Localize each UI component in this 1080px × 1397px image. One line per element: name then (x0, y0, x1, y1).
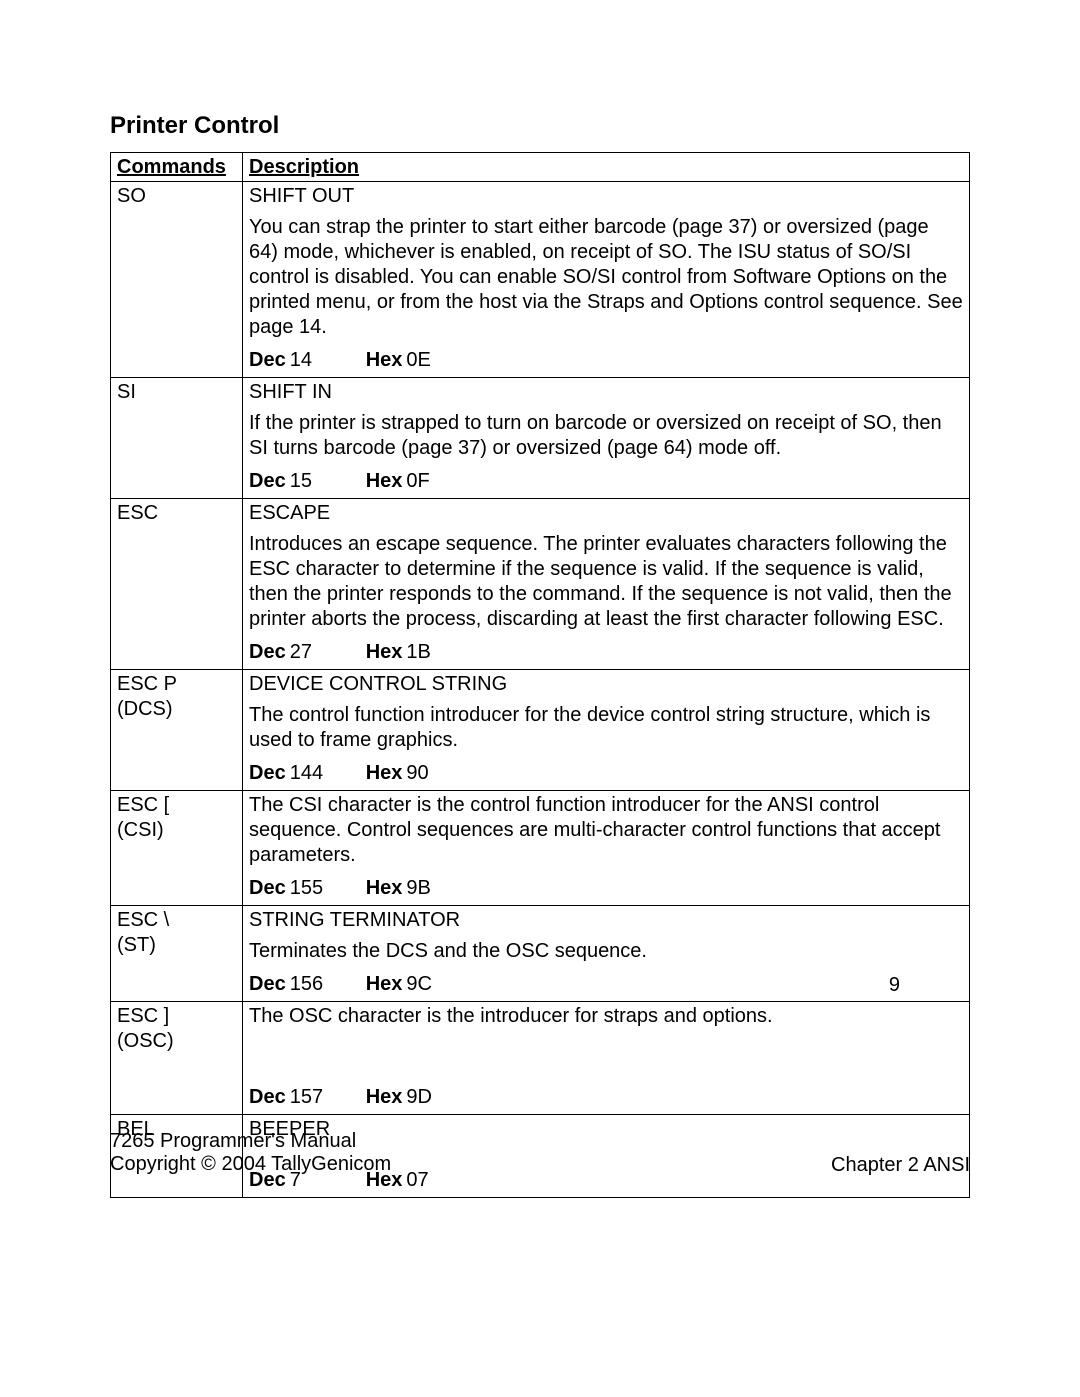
dec-label: Dec (249, 1086, 286, 1108)
hex-label: Hex (366, 877, 403, 899)
dec-hex-line: Dec157 Hex9D (249, 1085, 963, 1110)
description-cell: STRING TERMINATOR Terminates the DCS and … (243, 906, 970, 1002)
command-text: ESC ] (117, 1004, 236, 1029)
command-text: SO (117, 184, 236, 209)
command-cell: ESC (111, 499, 243, 670)
description-title: ESCAPE (249, 501, 963, 526)
description-body: Terminates the DCS and the OSC sequence. (249, 939, 963, 964)
description-body: If the printer is strapped to turn on ba… (249, 411, 963, 461)
table-row: ESC P(DCS)DEVICE CONTROL STRINGThe contr… (111, 670, 970, 791)
hex-value: 9D (406, 1086, 432, 1108)
table-header-row: Commands Description (111, 153, 970, 182)
command-text: SI (117, 380, 236, 405)
dec-label: Dec (249, 762, 286, 784)
page-number: 9 (889, 974, 900, 997)
hex-label: Hex (366, 973, 403, 995)
description-cell: SHIFT IN If the printer is strapped to tu… (243, 378, 970, 499)
command-text: (CSI) (117, 818, 236, 843)
header-commands: Commands (111, 153, 243, 182)
hex-label: Hex (366, 349, 403, 371)
description-body: You can strap the printer to start eithe… (249, 215, 963, 340)
dec-label: Dec (249, 877, 286, 899)
hex-label: Hex (366, 762, 403, 784)
command-text: ESC \ (117, 908, 236, 933)
page: Printer Control Commands Description SOS… (0, 0, 1080, 1397)
dec-hex-line: Dec144 Hex90 (249, 761, 963, 786)
hex-label: Hex (366, 641, 403, 663)
printer-control-table: Commands Description SO SHIFT OUT You can … (110, 152, 970, 1198)
description-cell: SHIFT OUT You can strap the printer to st… (243, 182, 970, 378)
description-body: The CSI character is the control functio… (249, 793, 963, 868)
dec-hex-line: Dec14 Hex0E (249, 348, 963, 373)
description-title: SHIFT IN (249, 380, 963, 405)
description-cell: DEVICE CONTROL STRING The control functio… (243, 670, 970, 791)
table-row: ESC \(ST)STRING TERMINATORTerminates the… (111, 906, 970, 1002)
table-row: ESC ESCAPE Introduces an escape sequence. … (111, 499, 970, 670)
description-cell: ESCAPE Introduces an escape sequence. The… (243, 499, 970, 670)
command-cell: SI (111, 378, 243, 499)
header-description: Description (243, 153, 970, 182)
hex-label: Hex (366, 1086, 403, 1108)
dec-label: Dec (249, 641, 286, 663)
footer: 7265 Programmer's Manual Copyright © 200… (110, 1130, 970, 1176)
dec-value: 15 (290, 469, 348, 494)
table-row: ESC [(CSI)The CSI character is the contr… (111, 791, 970, 906)
description-title: SHIFT OUT (249, 184, 963, 209)
command-cell: ESC P(DCS) (111, 670, 243, 791)
hex-label: Hex (366, 470, 403, 492)
hex-value: 9B (406, 877, 430, 899)
dec-hex-line: Dec155 Hex9B (249, 876, 963, 901)
command-text: ESC [ (117, 793, 236, 818)
dec-value: 144 (290, 761, 348, 786)
description-title: DEVICE CONTROL STRING (249, 672, 963, 697)
dec-value: 27 (290, 640, 348, 665)
command-text: ESC (117, 501, 236, 526)
command-text: ESC P (117, 672, 236, 697)
description-body: Introduces an escape sequence. The print… (249, 532, 963, 632)
hex-value: 1B (406, 641, 430, 663)
table-row: SO SHIFT OUT You can strap the printer to … (111, 182, 970, 378)
description-cell: The OSC character is the introducer for … (243, 1002, 970, 1115)
dec-value: 157 (290, 1085, 348, 1110)
dec-hex-line: Dec27 Hex1B (249, 640, 963, 665)
command-text: (OSC) (117, 1029, 236, 1054)
command-cell: ESC [(CSI) (111, 791, 243, 906)
footer-manual: 7265 Programmer's Manual (110, 1130, 970, 1153)
dec-hex-line: Dec15 Hex0F (249, 469, 963, 494)
dec-value: 156 (290, 972, 348, 997)
command-cell: ESC \(ST) (111, 906, 243, 1002)
command-cell: ESC ](OSC) (111, 1002, 243, 1115)
description-title: STRING TERMINATOR (249, 908, 963, 933)
table-row: SI SHIFT IN If the printer is strapped to … (111, 378, 970, 499)
command-text: (DCS) (117, 697, 236, 722)
description-body: The control function introducer for the … (249, 703, 963, 753)
dec-hex-line: Dec156 Hex9C (249, 972, 963, 997)
dec-value: 14 (290, 348, 348, 373)
dec-label: Dec (249, 470, 286, 492)
description-cell: The CSI character is the control functio… (243, 791, 970, 906)
hex-value: 90 (406, 762, 428, 784)
command-cell: SO (111, 182, 243, 378)
dec-label: Dec (249, 973, 286, 995)
dec-label: Dec (249, 349, 286, 371)
hex-value: 0F (406, 470, 429, 492)
footer-chapter: Chapter 2 ANSI (831, 1154, 970, 1177)
command-text: (ST) (117, 933, 236, 958)
hex-value: 9C (406, 973, 432, 995)
spacer (249, 1029, 963, 1077)
description-body: The OSC character is the introducer for … (249, 1004, 963, 1029)
hex-value: 0E (406, 349, 430, 371)
table-row: ESC ](OSC)The OSC character is the intro… (111, 1002, 970, 1115)
dec-value: 155 (290, 876, 348, 901)
section-title: Printer Control (110, 112, 970, 140)
